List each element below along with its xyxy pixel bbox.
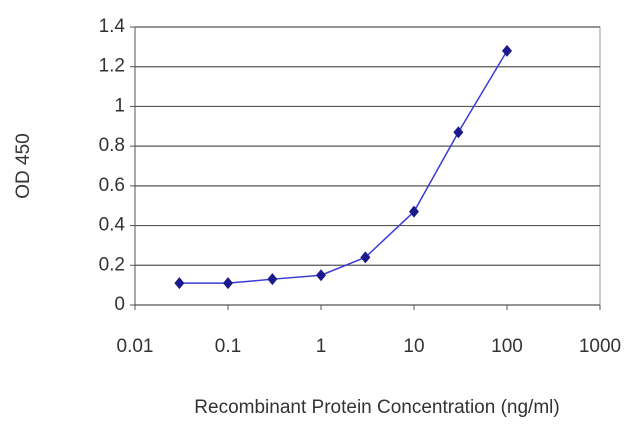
y-tick-label: 0.4 — [99, 215, 126, 236]
y-tick-label: 1.4 — [99, 16, 126, 37]
y-tick-label: 1 — [114, 95, 125, 116]
data-point — [316, 269, 326, 282]
x-tick-label: 10 — [403, 336, 424, 357]
data-point — [360, 251, 371, 264]
series-line — [179, 50, 508, 284]
x-axis-label: Recombinant Protein Concentration (ng/ml… — [194, 397, 559, 418]
x-tick-label: 1 — [316, 336, 327, 357]
x-tick-label: 100 — [491, 336, 523, 357]
y-tick-label: 0.2 — [99, 254, 125, 275]
data-point — [453, 126, 464, 139]
data-point — [174, 277, 185, 290]
y-axis-label: OD 450 — [13, 133, 34, 198]
x-tick-label: 0.1 — [215, 336, 241, 357]
data-point — [267, 273, 278, 286]
y-tick-label: 0.8 — [99, 135, 125, 156]
y-tick-label: 0.6 — [99, 175, 125, 196]
data-point — [502, 44, 512, 57]
plot-frame — [134, 26, 601, 306]
x-tick-label: 0.01 — [117, 336, 154, 357]
y-tick-label: 0 — [114, 294, 125, 315]
y-tick-label: 1.2 — [99, 56, 125, 77]
data-point — [409, 205, 419, 218]
x-tick-label: 1000 — [579, 336, 621, 357]
data-point — [223, 277, 233, 290]
